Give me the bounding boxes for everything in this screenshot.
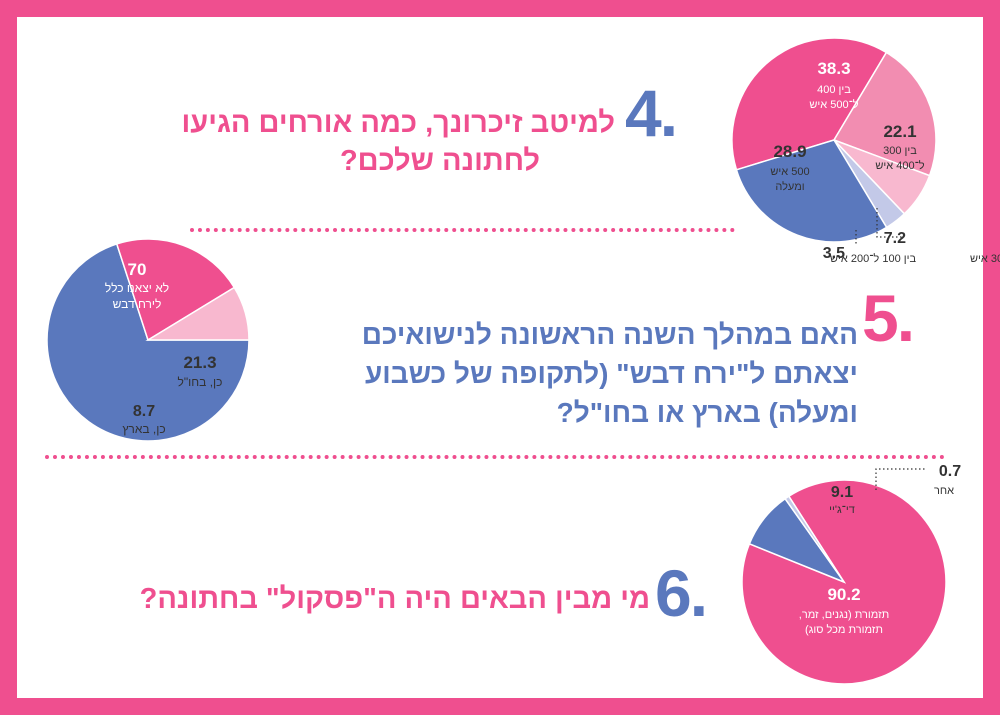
slice-label: 500 איש xyxy=(770,166,809,178)
slice-label: די־ג'יי xyxy=(829,504,855,516)
question-4-line-2: לחתונה שלכם? xyxy=(339,145,540,177)
slice-label: תזמורת מכל סוג) xyxy=(805,623,883,636)
pie-chart-6: 90.2 תזמורת (נגנים, זמר, תזמורת מכל סוג) 9.… xyxy=(741,463,961,685)
question-6-line-1: מי מבין הבאים היה ה"פסקול" בחתונה? xyxy=(139,583,650,615)
pie-slice xyxy=(115,238,236,342)
slice-value: 28.9 xyxy=(773,142,806,161)
slice-label: ומעלה xyxy=(775,180,804,193)
slice-label: בין 300 xyxy=(883,145,917,157)
pie-slice xyxy=(784,495,845,583)
slice-value: 3.5 xyxy=(823,245,845,262)
question-4-line-1: למיטב זיכרונך, כמה אורחים הגיעו xyxy=(181,107,615,139)
question-5-number: 5. xyxy=(862,281,915,355)
question-5-line-2: יצאתם ל"ירח דבש" (לתקופה של כשבוע xyxy=(365,358,858,389)
pie-chart-5: 70 לא יצאנו כלל לירח דבש 21.3 כן, בחו"ל 8.7 כן… xyxy=(46,238,250,442)
slice-value: 21.3 xyxy=(183,353,216,372)
leader-line xyxy=(875,468,925,490)
slice-label: בין 100 ל־200 איש xyxy=(830,252,916,265)
slice-value: 7.2 xyxy=(884,230,906,247)
slice-label: כן, בארץ xyxy=(122,422,165,436)
slice-label: לירח דבש xyxy=(113,297,162,311)
slice-value: 0.7 xyxy=(939,463,961,480)
pie-slice xyxy=(46,242,250,442)
divider-1 xyxy=(190,228,735,232)
question-5-line-3: ומעלה) בארץ או בחו"ל? xyxy=(556,397,858,428)
pie-slice xyxy=(735,139,888,243)
question-6-number: 6. xyxy=(655,556,708,630)
question-4-text: למיטב זיכרונך, כמה אורחים הגיעו לחתונה ש… xyxy=(110,104,615,180)
pie-slice xyxy=(832,51,937,177)
slice-label: לא יצאנו כלל xyxy=(105,281,169,295)
slice-value: 8.7 xyxy=(133,403,155,420)
slice-label: תזמורת (נגנים, זמר, xyxy=(799,609,889,621)
pie-slice xyxy=(145,286,250,341)
slice-label: בין 200 ל־300 איש xyxy=(970,252,1000,265)
slice-label: ל־400 איש xyxy=(875,159,924,172)
pie-slice xyxy=(731,37,888,171)
slice-value: 38.3 xyxy=(817,59,850,78)
slice-value: 70 xyxy=(128,260,147,279)
slice-label: כן, בחו"ל xyxy=(178,375,223,389)
slice-value: 9.1 xyxy=(831,484,853,501)
leader-line xyxy=(876,208,902,238)
question-4-number: 4. xyxy=(625,76,678,150)
slice-value: 22.1 xyxy=(883,122,916,141)
slice-label: בין 400 xyxy=(817,84,851,96)
question-6-text: מי מבין הבאים היה ה"פסקול" בחתונה? xyxy=(95,580,650,618)
slice-label: ל־500 איש xyxy=(809,98,858,111)
slice-value: 90.2 xyxy=(827,585,860,604)
slice-label: אחר xyxy=(934,485,954,497)
question-5-line-1: האם במהלך השנה הראשונה לנישואיכם xyxy=(361,319,858,350)
question-5-text: האם במהלך השנה הראשונה לנישואיכם יצאתם ל… xyxy=(283,315,858,432)
pie-chart-4: 38.3 בין 400 ל־500 איש 22.1 בין 300 ל־400 איש… xyxy=(731,37,1000,265)
divider-2 xyxy=(45,455,945,459)
